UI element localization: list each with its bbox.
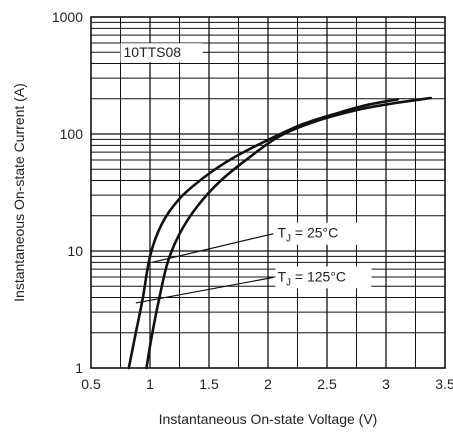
part-label-background bbox=[120, 43, 203, 63]
x-tick-label: 2.5 bbox=[317, 376, 337, 392]
x-axis-title: Instantaneous On-state Voltage (V) bbox=[159, 411, 378, 427]
part-label: 10TTS08 bbox=[124, 44, 182, 60]
series-curves bbox=[127, 96, 433, 370]
curve-tj-25c bbox=[127, 98, 400, 370]
series-label-25c: TJ = 25°C bbox=[277, 225, 338, 245]
y-tick-label: 100 bbox=[60, 126, 84, 142]
leader-line-25c bbox=[152, 233, 274, 263]
x-tick-label: 0.5 bbox=[81, 376, 101, 392]
x-tick-label: 2 bbox=[264, 376, 272, 392]
y-tick-label: 1000 bbox=[52, 9, 83, 25]
x-tick-label: 3.5 bbox=[435, 376, 453, 392]
curve-tj-125c bbox=[145, 96, 433, 370]
label-background-25c bbox=[275, 222, 372, 245]
leader-line-125c bbox=[135, 276, 274, 304]
y-axis-title: Instantaneous On-state Current (A) bbox=[11, 83, 27, 302]
x-tick-label: 1 bbox=[146, 376, 154, 392]
x-tick-label: 3 bbox=[382, 376, 390, 392]
y-tick-label: 1 bbox=[75, 360, 83, 376]
grid bbox=[91, 17, 445, 368]
plot-frame bbox=[90, 16, 446, 369]
series-label-125c: TJ = 125°C bbox=[277, 268, 346, 288]
annotations: 10TTS08 TJ = 25°C TJ = 125°C bbox=[120, 43, 372, 304]
x-tick-label: 1.5 bbox=[199, 376, 219, 392]
label-background-125c bbox=[275, 266, 372, 289]
y-tick-label: 10 bbox=[67, 243, 83, 259]
